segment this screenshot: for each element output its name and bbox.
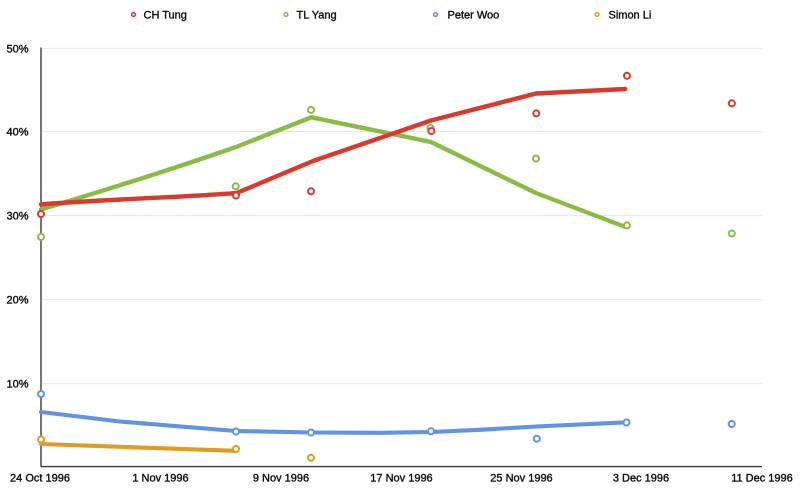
svg-text:20%: 20% <box>6 295 28 307</box>
svg-text:Peter Woo: Peter Woo <box>448 9 500 21</box>
svg-text:1 Nov 1996: 1 Nov 1996 <box>132 472 188 484</box>
svg-text:Simon Li: Simon Li <box>609 9 652 21</box>
svg-text:25 Nov 1996: 25 Nov 1996 <box>490 472 552 484</box>
svg-text:17 Nov 1996: 17 Nov 1996 <box>370 472 432 484</box>
svg-text:40%: 40% <box>6 127 28 139</box>
svg-text:CH Tung: CH Tung <box>144 9 187 21</box>
svg-text:24 Oct 1996: 24 Oct 1996 <box>10 472 70 484</box>
svg-text:50%: 50% <box>6 43 28 55</box>
svg-text:30%: 30% <box>6 211 28 223</box>
svg-text:9 Nov 1996: 9 Nov 1996 <box>253 472 309 484</box>
svg-text:3 Dec 1996: 3 Dec 1996 <box>613 472 669 484</box>
svg-text:10%: 10% <box>6 379 28 391</box>
svg-text:TL Yang: TL Yang <box>297 9 337 21</box>
svg-text:11 Dec 1996: 11 Dec 1996 <box>731 472 793 484</box>
